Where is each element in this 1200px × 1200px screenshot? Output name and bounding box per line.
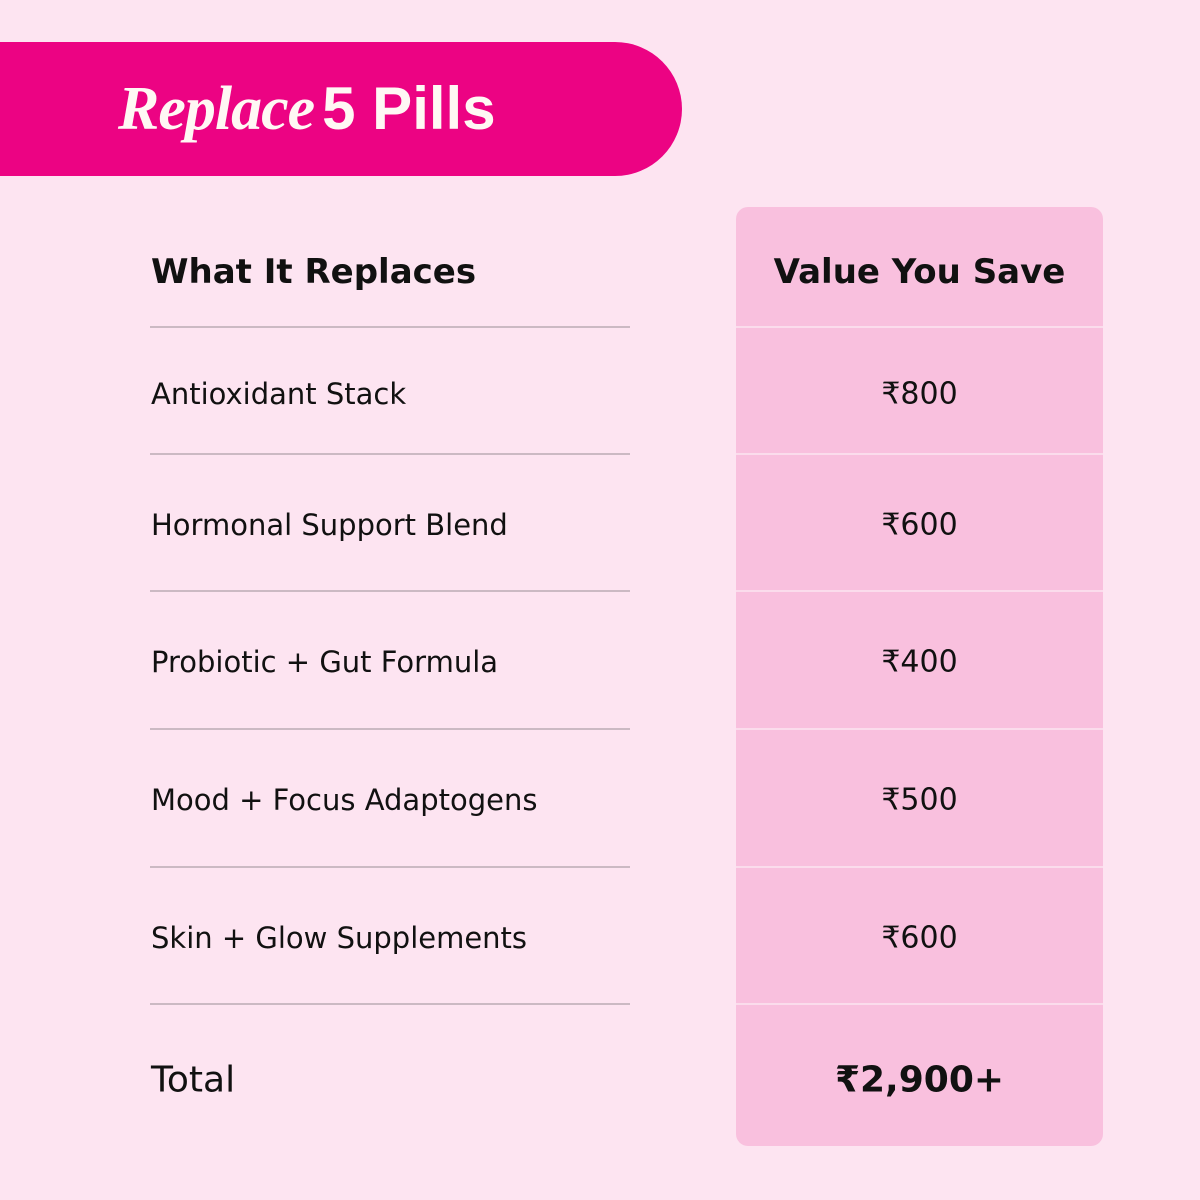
divider (150, 590, 630, 592)
row-value: ₹600 (881, 507, 958, 543)
divider (150, 728, 630, 730)
divider (150, 866, 630, 868)
divider (736, 728, 1103, 730)
divider (150, 453, 630, 455)
banner-title: Replace 5 Pills (118, 42, 496, 176)
divider (736, 453, 1103, 455)
total-label: Total (151, 1059, 236, 1101)
divider (736, 590, 1103, 592)
row-value: ₹500 (881, 782, 958, 818)
value-column-panel (736, 207, 1103, 1146)
row-item: Antioxidant Stack (151, 377, 407, 411)
total-value: ₹2,900+ (834, 1059, 1005, 1101)
header-value-you-save: Value You Save (773, 252, 1066, 292)
banner-title-italic: Replace (118, 75, 315, 143)
divider (736, 1003, 1103, 1005)
divider (736, 866, 1103, 868)
row-item: Mood + Focus Adaptogens (151, 783, 538, 817)
divider (150, 326, 630, 328)
row-item: Hormonal Support Blend (151, 508, 508, 542)
title-banner: Replace 5 Pills (0, 42, 682, 176)
row-value: ₹800 (881, 376, 958, 412)
row-value: ₹600 (881, 920, 958, 956)
row-item: Probiotic + Gut Formula (151, 645, 499, 679)
row-value: ₹400 (881, 644, 958, 680)
row-item: Skin + Glow Supplements (151, 921, 528, 955)
divider (736, 326, 1103, 328)
banner-title-rest: 5 Pills (322, 75, 496, 142)
divider (150, 1003, 630, 1005)
header-what-it-replaces: What It Replaces (151, 252, 477, 292)
